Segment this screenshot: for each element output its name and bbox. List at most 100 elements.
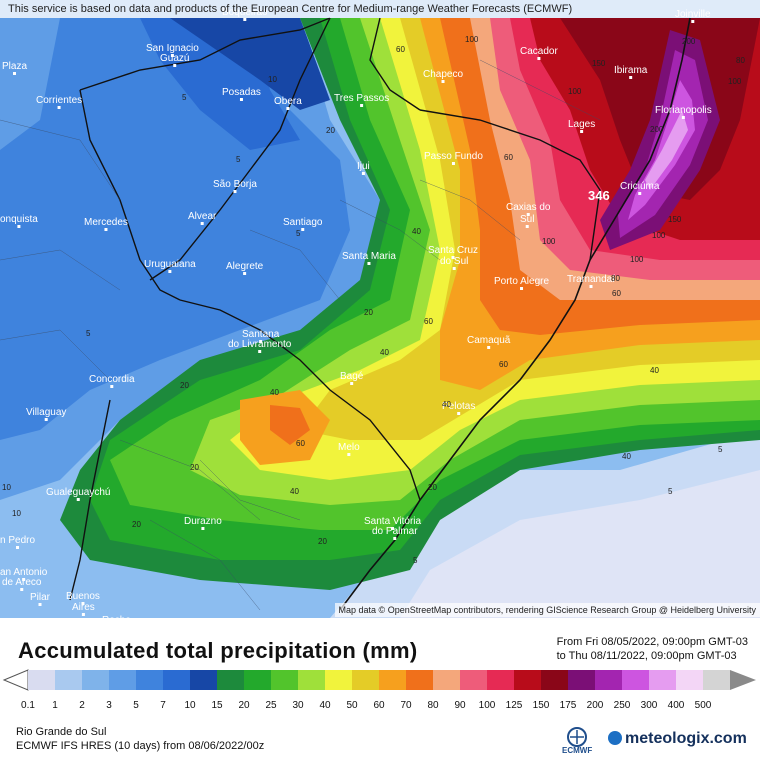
- legend-tick-label: 40: [319, 700, 331, 711]
- city-marker: [17, 225, 21, 228]
- legend-tick-label: 60: [373, 700, 385, 711]
- legend-tick-label: 200: [587, 700, 604, 711]
- legend-tick-label: 25: [265, 700, 277, 711]
- region-name: Rio Grande do Sul: [16, 726, 107, 738]
- city-marker: [580, 130, 584, 133]
- legend-swatch: [568, 670, 596, 690]
- legend-tick-label: 1: [52, 700, 58, 711]
- city-marker: [173, 64, 177, 67]
- legend-swatch: [541, 670, 569, 690]
- city-label: Criciúma: [620, 181, 660, 192]
- legend-swatch: [82, 670, 110, 690]
- border-misiones: [149, 17, 331, 281]
- city-marker: [691, 20, 695, 23]
- legend-bar: [2, 669, 756, 691]
- ecmwf-logo-icon: [567, 727, 587, 747]
- legend-tick-label: 250: [614, 700, 631, 711]
- city-marker: [347, 453, 351, 456]
- city-marker: [81, 602, 85, 605]
- city-marker: [393, 537, 397, 540]
- meteologix-logo[interactable]: meteologix.com: [608, 730, 747, 748]
- contour-value-label: 5: [182, 93, 187, 102]
- city-label: Rocha: [102, 615, 131, 618]
- contour-value-label: 40: [442, 400, 451, 409]
- city-label: Chapeco: [423, 69, 463, 80]
- contour-value-label: 20: [190, 463, 199, 472]
- city-label: Bagé: [340, 371, 364, 382]
- city-marker: [16, 546, 20, 549]
- legend-swatch: [676, 670, 704, 690]
- city-marker: [286, 107, 290, 110]
- legend-tick-label: 20: [238, 700, 250, 711]
- ocean-very-low-precip: [400, 470, 760, 618]
- city-label: Ibirama: [614, 65, 648, 76]
- legend-swatch: [703, 670, 731, 690]
- city-label: Concordia: [89, 374, 135, 385]
- city-marker: [361, 172, 365, 175]
- city-marker: [104, 228, 108, 231]
- city-label: Tres Passos: [334, 93, 389, 104]
- contour-value-label: 5: [413, 556, 418, 565]
- city-marker: [81, 613, 85, 616]
- legend-swatch: [379, 670, 407, 690]
- contour-value-label: 80: [736, 56, 745, 65]
- contour-value-label: 20: [428, 483, 437, 492]
- contour-value-label: 40: [380, 348, 389, 357]
- legend-tick-label: 300: [641, 700, 658, 711]
- city-label: Pelotas: [442, 401, 475, 412]
- legend-swatch: [298, 670, 326, 690]
- legend-swatch: [163, 670, 191, 690]
- city-marker: [367, 262, 371, 265]
- city-marker: [301, 228, 305, 231]
- city-label: Caxias do: [506, 202, 551, 213]
- legend-left-arrow: [2, 669, 29, 691]
- city-marker: [200, 222, 204, 225]
- contour-value-label: 100: [465, 35, 479, 44]
- contour-value-label: 60: [612, 289, 621, 298]
- city-marker: [441, 80, 445, 83]
- ecmwf-logo-text: ECMWF: [562, 746, 593, 755]
- period-to: to Thu 08/11/2022, 09:00pm GMT-03: [556, 650, 737, 662]
- legend-swatch: [406, 670, 434, 690]
- city-marker: [239, 98, 243, 101]
- city-label: Pilar: [30, 592, 51, 603]
- legend-swatch: [649, 670, 677, 690]
- legend-swatch: [460, 670, 488, 690]
- city-label: Florianopolis: [655, 105, 712, 116]
- contour-value-label: 10: [12, 509, 21, 518]
- city-label: onquista: [0, 214, 38, 225]
- legend-swatch: [622, 670, 650, 690]
- contour-value-label: 60: [499, 360, 508, 369]
- border-uruguay-river: [79, 89, 181, 301]
- city-marker: [13, 72, 17, 75]
- city-label: an Antonio: [0, 567, 48, 578]
- contour-value-label: 40: [622, 452, 631, 461]
- city-label: Santiago: [283, 217, 323, 228]
- color-legend: 0.1 1 2 3 5 7 10 15 20 25 30 40 50 60 70 80 90 100 125 150 1…: [2, 669, 756, 711]
- legend-tick-label: 3: [106, 700, 112, 711]
- max-precipitation-value: 346: [588, 188, 610, 203]
- meteologix-globe-icon: [608, 731, 622, 745]
- border-rs-sc-west: [369, 17, 421, 111]
- city-marker: [457, 412, 461, 415]
- city-marker: [525, 225, 529, 228]
- legend-swatch: [433, 670, 461, 690]
- city-label: Durazno: [184, 516, 222, 527]
- city-label: Melo: [338, 442, 360, 453]
- city-label: Alegrete: [226, 261, 264, 272]
- legend-tick-label: 500: [695, 700, 712, 711]
- precip-band-300mm: [645, 110, 688, 190]
- contour-value-label: 100: [630, 255, 644, 264]
- city-marker: [22, 578, 26, 581]
- city-label: de Areco: [2, 577, 42, 588]
- contour-value-label: 60: [504, 153, 513, 162]
- city-label: Plaza: [2, 61, 27, 72]
- contour-value-label: 20: [364, 308, 373, 317]
- legend-ticks: 0.1 1 2 3 5 7 10 15 20 25 30 40 50 60 70 80 90 100 125 150 1…: [21, 700, 712, 711]
- map-attribution[interactable]: Map data © OpenStreetMap contributors, r…: [334, 603, 760, 617]
- precipitation-map[interactable]: BoqueirãoJoinvilleSan IgnacioGuazúCacado…: [0, 0, 760, 618]
- contour-value-label: 200: [682, 37, 696, 46]
- city-label: Villaguay: [26, 407, 66, 418]
- city-marker: [243, 18, 247, 21]
- precip-band-7mm: [140, 18, 300, 150]
